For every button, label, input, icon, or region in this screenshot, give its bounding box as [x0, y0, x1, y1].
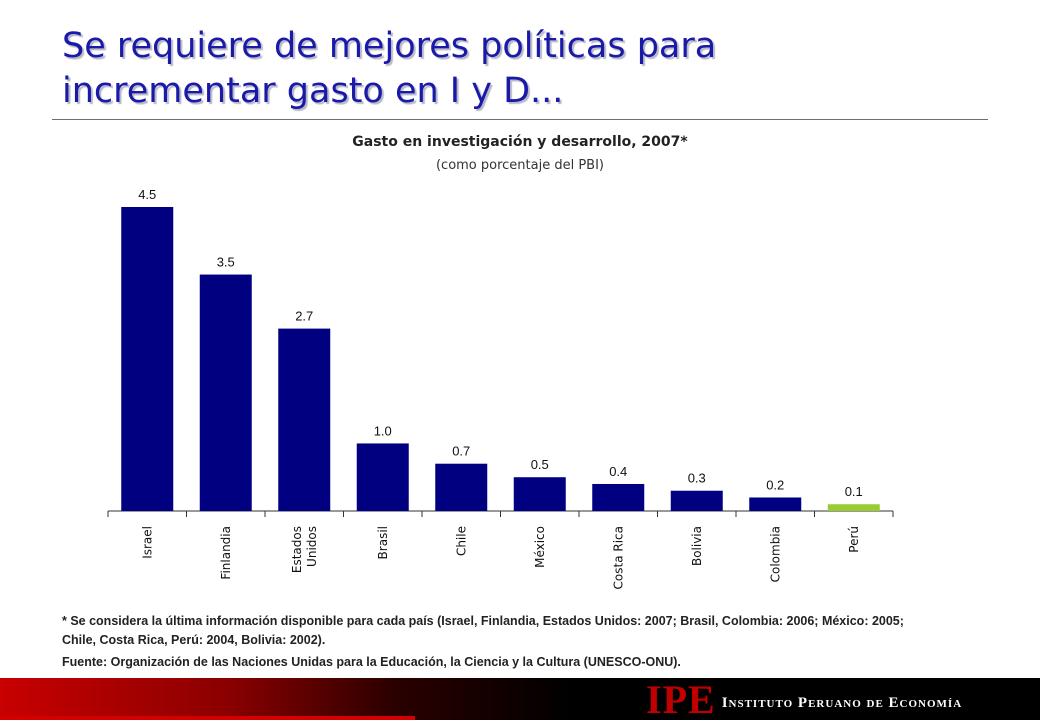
data-label: 1.0 [374, 423, 392, 438]
bar-bolivia [670, 490, 723, 511]
footer-accent-line [0, 716, 415, 720]
category-label: Bolivia [690, 526, 704, 566]
data-label: 2.7 [295, 309, 313, 324]
category-label: Perú [847, 526, 861, 553]
slide-title-line-1: Se requiere de mejores políticas para [62, 26, 717, 66]
data-label: 0.1 [845, 484, 863, 499]
bar-israel [121, 207, 174, 511]
bar-chile [435, 463, 488, 511]
bar-méxico [513, 477, 566, 511]
slide-title-line-2: incrementar gasto en I y D... [62, 71, 564, 111]
category-label: Israel [140, 526, 154, 559]
bar-perú [827, 504, 880, 511]
bar-colombia [749, 497, 802, 511]
category-label: Unidos [305, 526, 319, 567]
title-divider [52, 119, 988, 120]
data-label: 3.5 [217, 255, 235, 270]
logo-name: Instituto Peruano de Economía [721, 695, 963, 711]
data-label: 0.5 [531, 457, 549, 472]
category-label: Chile [454, 526, 468, 556]
data-label: 4.5 [138, 187, 156, 202]
category-label: Costa Rica [611, 526, 625, 589]
slide-title: Se requiere de mejores políticas para in… [62, 24, 962, 114]
chart-footnote: * Se considera la última información dis… [62, 614, 904, 647]
category-label: México [533, 526, 547, 568]
chart-title: Gasto en investigación y desarrollo, 200… [352, 134, 688, 150]
data-label: 0.4 [609, 464, 627, 479]
source-note: Fuente: Organización de las Naciones Uni… [62, 655, 681, 669]
footer-band [0, 678, 1040, 720]
ipe-logo: IPE Instituto Peruano de Economía [646, 680, 962, 720]
data-label: 0.3 [688, 471, 706, 486]
category-label: Colombia [768, 526, 782, 582]
logo-mark: IPE [646, 677, 716, 722]
category-label: Brasil [376, 526, 390, 559]
data-label: 0.2 [766, 477, 784, 492]
data-label: 0.7 [452, 444, 470, 459]
bar-brasil [356, 443, 409, 511]
category-label: Estados [290, 526, 304, 573]
bar-costa-rica [592, 483, 645, 511]
chart-subtitle: (como porcentaje del PBI) [435, 158, 605, 173]
category-label: Finlandia [219, 526, 233, 580]
bar-chart: 4.5 Israel 3.5 Finlandia 2.7 Estados Unidos 1.0… [107, 187, 894, 589]
bar-finlandia [199, 274, 252, 511]
bar-estados-unidos [278, 328, 331, 511]
